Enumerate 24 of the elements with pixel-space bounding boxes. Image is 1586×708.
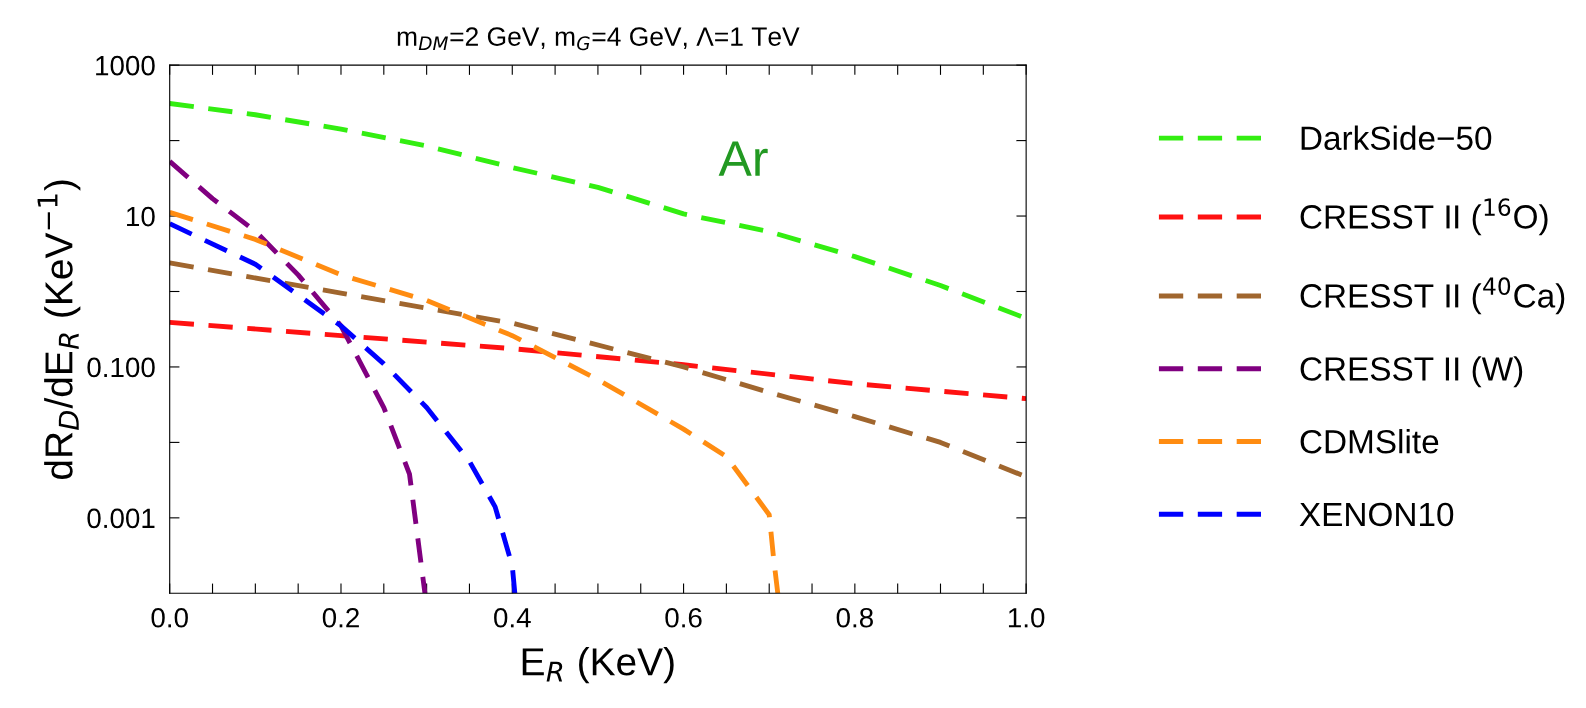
x-tick-label: 0.8 (836, 607, 873, 628)
y-axis-title: dR$_{D}$/dE$_{R}$ (KeV$^{−1}$) (37, 180, 81, 480)
chart-title: m$_{DM}$=2 GeV, m$_{G}$=4 GeV, Λ=1 TeV (397, 27, 800, 51)
legend-label: CRESST II ($^{16}$O) (1300, 198, 1548, 236)
x-tick-label: 0.0 (151, 607, 188, 628)
annotation: Ar (718, 141, 768, 176)
legend-label: XENON10 (1299, 502, 1454, 527)
x-tick-label: 1.0 (1008, 607, 1045, 628)
x-tick-label: 0.4 (494, 607, 531, 628)
y-tick-label: 0.100 (87, 357, 155, 378)
x-tick-label: 0.2 (322, 607, 359, 628)
y-tick-label: 10 (127, 206, 155, 227)
line-series (169, 221, 518, 594)
legend-label: CDMSlite (1300, 429, 1439, 454)
line-series (169, 209, 781, 594)
line-series (169, 158, 428, 594)
x-axis-title: E$_{R}$ (KeV) (522, 646, 674, 684)
y-tick-label: 1000 (96, 55, 155, 76)
line-series (169, 319, 1027, 402)
y-tick-label: 0.001 (87, 508, 155, 529)
x-tick-label: 0.6 (665, 607, 702, 628)
legend-label: CRESST II (W) (1300, 356, 1523, 388)
legend-label: CRESST II ($^{40}$Ca) (1300, 277, 1565, 315)
legend-label: DarkSide−50 (1301, 125, 1492, 151)
